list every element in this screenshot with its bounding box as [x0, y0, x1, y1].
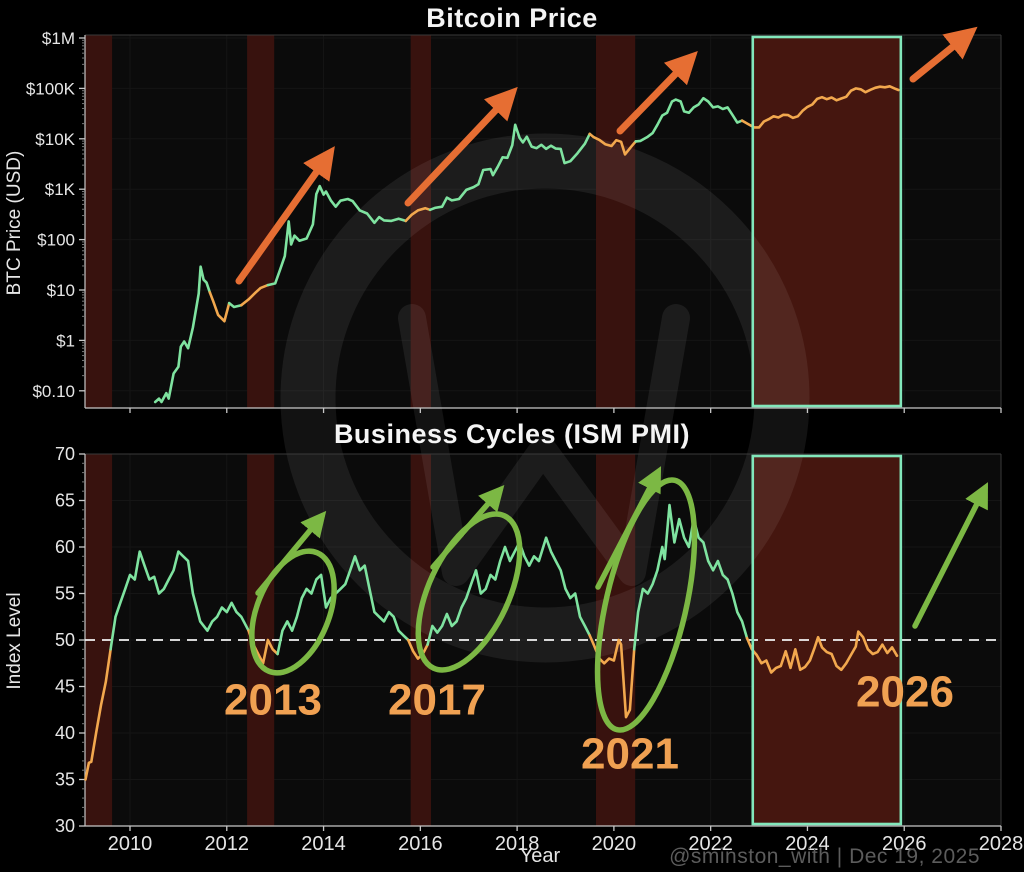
watermark-credit: @sminston_with | Dec 19, 2025	[669, 845, 980, 868]
y-tick-label: 45	[55, 677, 75, 697]
x-tick-label: 2028	[979, 833, 1024, 855]
forecast-box-outline	[751, 454, 903, 826]
y-tick-label: $10K	[35, 130, 75, 149]
recession-band	[85, 35, 113, 408]
recession-band	[595, 35, 636, 408]
btc-price-line	[634, 96, 744, 143]
bottom-y-axis-label: Index Level	[4, 592, 25, 690]
ism-pmi-line	[632, 503, 749, 651]
cycle-ellipse	[249, 548, 337, 676]
y-tick-label: 35	[55, 770, 75, 790]
y-tick-label: $0.10	[32, 382, 75, 401]
recession-band	[247, 35, 275, 408]
x-tick-label: 2020	[592, 833, 637, 855]
bull-trend-arrow	[909, 26, 978, 83]
y-tick-label: $10	[47, 281, 75, 300]
x-axis-label: Year	[519, 845, 561, 867]
recession-band	[410, 35, 431, 408]
cycle-year-label: 2021	[581, 730, 679, 779]
y-tick-label: 50	[55, 630, 75, 650]
x-tick-label: 2010	[108, 833, 153, 855]
y-tick-label: 40	[55, 723, 75, 743]
cycle-year-label: 2017	[388, 676, 486, 725]
btc-price-line	[588, 132, 637, 156]
ism-pmi-line	[426, 536, 591, 646]
bull-trend-arrow	[616, 50, 698, 135]
y-tick-label: 55	[55, 584, 75, 604]
ism-pmi-line	[745, 630, 899, 674]
ism-pmi-line	[84, 648, 112, 781]
ism-pmi-line	[406, 638, 429, 660]
btc-price-line	[153, 265, 212, 404]
y-tick-label: 30	[55, 816, 75, 836]
btc-price-line	[240, 283, 270, 307]
cycle-year-label: 2013	[224, 676, 322, 725]
btc-price-line	[227, 301, 243, 309]
top-chart-title: Bitcoin Price	[426, 3, 598, 33]
forecast-box-outline	[751, 35, 903, 408]
y-tick-label: 60	[55, 537, 75, 557]
bull-trend-arrow	[404, 86, 518, 207]
x-tick-label: 2016	[398, 833, 443, 855]
x-tick-label: 2014	[301, 833, 346, 855]
top-y-axis-label: BTC Price (USD)	[4, 150, 25, 296]
cycle-ellipse	[415, 511, 523, 673]
x-tick-label: 2024	[785, 833, 830, 855]
ism-pmi-line	[109, 550, 250, 651]
cycle-upswing-arrow	[912, 482, 988, 629]
x-tick-label: 2026	[882, 833, 927, 855]
y-tick-label: $1K	[45, 180, 76, 199]
btc-price-line	[266, 184, 408, 287]
btc-price-line	[740, 85, 900, 129]
bottom-chart-title: Business Cycles (ISM PMI)	[333, 419, 691, 449]
x-tick-label: 2012	[205, 833, 250, 855]
y-tick-label: $1M	[42, 29, 75, 48]
cycle-year-label: 2026	[856, 668, 954, 717]
y-tick-label: 70	[55, 444, 75, 464]
x-tick-label: 2022	[688, 833, 733, 855]
btc-price-line	[208, 291, 231, 323]
x-tick-label: 2018	[495, 833, 540, 855]
btc-price-line	[428, 123, 591, 212]
y-tick-label: 65	[55, 491, 75, 511]
y-tick-label: $1	[56, 331, 75, 350]
y-tick-label: $100	[37, 231, 75, 250]
y-tick-label: $100K	[26, 79, 76, 98]
bull-trend-arrow	[235, 146, 335, 285]
ism-pmi-line	[276, 555, 410, 656]
cycle-ellipse	[594, 477, 698, 733]
btc-price-line	[404, 206, 432, 223]
